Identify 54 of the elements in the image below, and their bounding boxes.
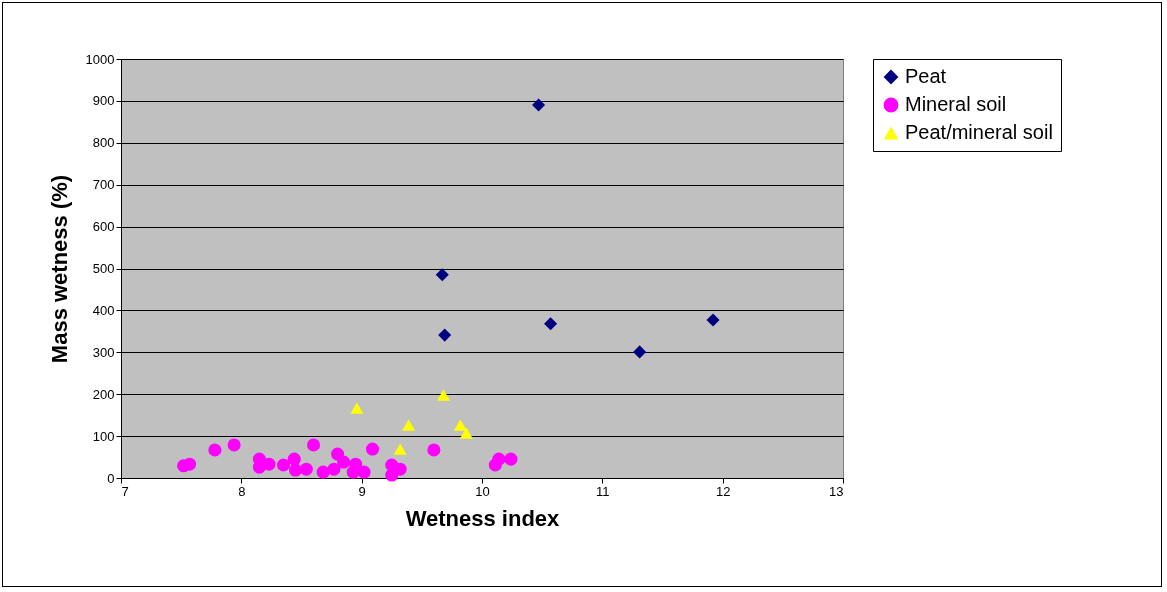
point: [504, 452, 518, 466]
legend-label: Peat: [905, 65, 947, 87]
y-tick-label: 200: [92, 386, 115, 402]
y-tick-label: 600: [92, 219, 115, 235]
point: [350, 402, 364, 414]
y-tick-label: 400: [92, 302, 115, 318]
point: [183, 457, 197, 471]
point: [365, 442, 380, 456]
point: [276, 458, 290, 472]
point: [227, 438, 241, 452]
y-axis-title: Mass wetness (%): [46, 174, 72, 364]
point: [532, 98, 546, 112]
point: [349, 457, 363, 471]
point: [438, 328, 452, 342]
x-tick-label: 12: [715, 483, 731, 499]
point: [262, 457, 276, 471]
y-tick-label: 500: [92, 261, 115, 276]
y-tick-label: 100: [92, 428, 115, 444]
point: [393, 462, 407, 476]
point: [393, 443, 407, 455]
point: [357, 465, 371, 479]
point: [208, 443, 222, 457]
point: [307, 438, 321, 452]
x-tick-label: 10: [475, 483, 490, 499]
y-tick-label: 800: [92, 135, 115, 151]
x-tick-label: 13: [829, 483, 844, 499]
point: [327, 462, 341, 476]
legend-label: Peat/mineral soil: [905, 121, 1053, 143]
point: [453, 419, 467, 431]
y-tick-label: 700: [92, 177, 115, 193]
point: [435, 268, 449, 282]
legend-label: Mineral soil: [905, 93, 1007, 115]
y-tick-label: 900: [92, 93, 115, 109]
y-tick-label: 300: [92, 344, 115, 360]
point: [288, 463, 302, 477]
y-tick-label: 0: [107, 470, 115, 486]
point: [544, 317, 558, 331]
y-tick-label: 1000: [85, 51, 115, 67]
x-tick-label: 7: [121, 483, 129, 499]
point: [436, 389, 451, 401]
point: [337, 455, 351, 469]
point: [287, 452, 301, 466]
x-tick-label: 8: [238, 483, 246, 499]
point: [492, 452, 506, 466]
x-axis-title: Wetness index: [405, 505, 561, 531]
point: [633, 345, 647, 359]
point: [706, 313, 720, 327]
x-tick-label: 11: [596, 483, 610, 499]
point: [299, 462, 313, 476]
point: [459, 427, 473, 439]
point: [427, 443, 441, 457]
x-tick-label: 9: [358, 483, 366, 499]
point: [402, 419, 416, 431]
point: [316, 465, 330, 479]
